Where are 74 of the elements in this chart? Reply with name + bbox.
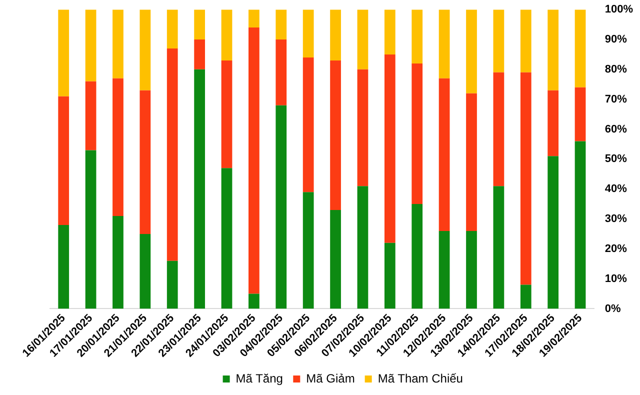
y-tick-label: 20% — [604, 242, 628, 255]
bar — [276, 105, 287, 309]
y-tick-label: 30% — [604, 213, 628, 226]
bar — [248, 10, 260, 28]
bar — [166, 48, 178, 261]
bar — [548, 90, 559, 156]
bar — [194, 10, 205, 40]
legend-label: Mã Tham Chiếu — [378, 371, 463, 386]
y-tick-label: 40% — [604, 183, 628, 196]
bar — [85, 81, 96, 150]
bar — [438, 230, 450, 309]
bar — [221, 168, 232, 309]
bar — [466, 230, 477, 309]
bar — [221, 10, 232, 60]
bar — [574, 87, 586, 142]
bar — [520, 72, 532, 285]
bar — [357, 10, 368, 70]
legend-label: Mã Tăng — [236, 371, 283, 386]
bar — [194, 69, 205, 309]
bar — [574, 10, 586, 88]
y-tick-label: 10% — [604, 272, 628, 285]
bar — [357, 69, 368, 186]
y-tick-label: 60% — [604, 123, 628, 136]
bar — [357, 186, 368, 309]
bar — [140, 234, 151, 309]
bar — [330, 10, 341, 60]
y-tick-label: 90% — [604, 34, 628, 46]
legend-label: Mã Giảm — [306, 371, 355, 386]
bar — [112, 216, 124, 309]
bar — [276, 10, 287, 40]
y-tick-label: 0% — [604, 302, 621, 315]
bar — [493, 72, 504, 186]
bar — [412, 10, 423, 64]
bar — [466, 10, 477, 94]
bar — [384, 242, 396, 309]
bar — [466, 93, 477, 231]
bar — [140, 90, 151, 234]
bar — [194, 40, 205, 70]
bar — [412, 63, 423, 204]
bar — [493, 186, 504, 309]
bar — [248, 294, 260, 309]
bar — [166, 10, 178, 48]
bar — [302, 192, 314, 309]
bar — [221, 60, 232, 168]
bar — [85, 10, 96, 82]
y-tick-label: 100% — [604, 4, 634, 16]
bar — [548, 10, 559, 90]
bar — [302, 10, 314, 58]
bar — [548, 156, 559, 309]
bar — [520, 284, 532, 309]
bar — [330, 210, 341, 309]
bar — [520, 10, 532, 72]
bar — [58, 10, 70, 96]
bar — [112, 78, 124, 216]
bar — [85, 150, 96, 309]
bar — [330, 60, 341, 210]
bar — [276, 40, 287, 106]
bar — [248, 28, 260, 294]
bar — [166, 260, 178, 309]
bar — [493, 10, 504, 72]
bar — [140, 10, 151, 90]
bar — [112, 10, 124, 78]
bar — [58, 224, 70, 309]
bar — [438, 10, 450, 78]
bar — [384, 54, 396, 243]
y-tick-label: 80% — [604, 63, 628, 76]
bar — [574, 141, 586, 309]
bar — [384, 10, 396, 54]
bar — [412, 204, 423, 309]
y-tick-label: 70% — [604, 93, 628, 106]
bar — [438, 78, 450, 231]
bar — [58, 96, 70, 225]
y-tick-label: 50% — [604, 153, 628, 166]
bar — [302, 57, 314, 192]
